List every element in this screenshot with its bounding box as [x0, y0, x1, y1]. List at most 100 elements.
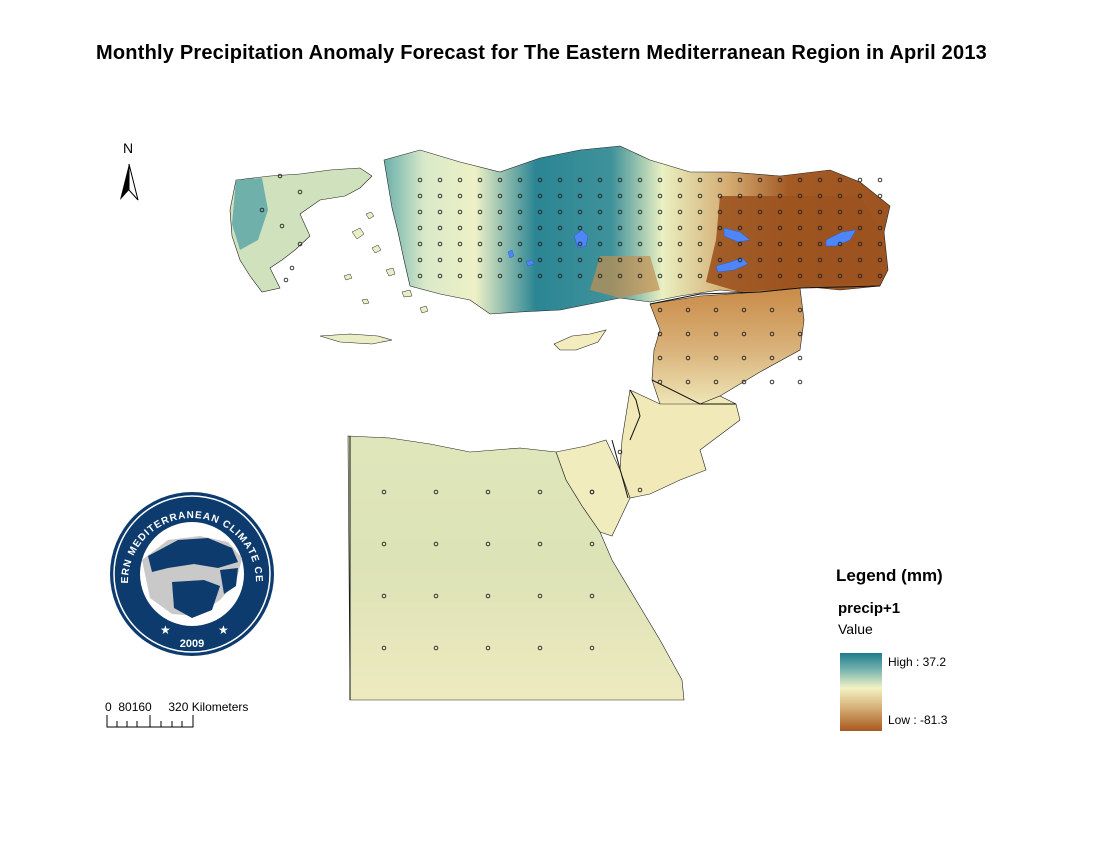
grid-point	[577, 193, 583, 199]
grid-point	[537, 257, 543, 263]
grid-point	[577, 225, 583, 231]
grid-point	[685, 355, 691, 361]
grid-point	[597, 225, 603, 231]
grid-point	[557, 241, 563, 247]
grid-point	[717, 273, 723, 279]
grid-point	[433, 489, 439, 495]
grid-point	[297, 241, 303, 247]
grid-point	[259, 207, 265, 213]
grid-point	[417, 225, 423, 231]
grid-point	[697, 209, 703, 215]
scale-ticks	[106, 715, 194, 728]
grid-point	[713, 307, 719, 313]
grid-point	[417, 257, 423, 263]
grid-point	[797, 241, 803, 247]
grid-point	[477, 241, 483, 247]
legend-low-label: Low : -81.3	[888, 713, 948, 727]
grid-point	[437, 241, 443, 247]
grid-point	[697, 257, 703, 263]
region-cyprus	[553, 329, 607, 351]
grid-point	[577, 257, 583, 263]
grid-point	[777, 177, 783, 183]
grid-point	[797, 307, 803, 313]
grid-point	[741, 379, 747, 385]
grid-point	[769, 331, 775, 337]
grid-point	[417, 241, 423, 247]
grid-point	[657, 273, 663, 279]
grid-point	[381, 593, 387, 599]
grid-point	[797, 225, 803, 231]
grid-point	[769, 379, 775, 385]
grid-point	[857, 177, 863, 183]
grid-point	[557, 193, 563, 199]
grid-point	[677, 257, 683, 263]
grid-point	[381, 645, 387, 651]
grid-point	[477, 225, 483, 231]
grid-point	[577, 273, 583, 279]
grid-point	[517, 241, 523, 247]
grid-point	[797, 177, 803, 183]
grid-point	[637, 487, 643, 493]
grid-point	[817, 257, 823, 263]
grid-point	[777, 273, 783, 279]
grid-point	[837, 209, 843, 215]
grid-point	[657, 307, 663, 313]
grid-point	[877, 241, 883, 247]
grid-point	[417, 177, 423, 183]
grid-point	[757, 209, 763, 215]
grid-point	[477, 257, 483, 263]
grid-point	[637, 209, 643, 215]
grid-point	[637, 225, 643, 231]
grid-point	[381, 541, 387, 547]
grid-point	[437, 257, 443, 263]
grid-point	[697, 225, 703, 231]
grid-point	[737, 241, 743, 247]
grid-point	[837, 257, 843, 263]
grid-point	[517, 209, 523, 215]
grid-point	[777, 257, 783, 263]
grid-point	[433, 541, 439, 547]
scale-label: 0 80160 320 Kilometers	[105, 700, 249, 714]
grid-point	[497, 257, 503, 263]
grid-point	[589, 645, 595, 651]
grid-point	[837, 273, 843, 279]
grid-point	[877, 209, 883, 215]
scale-bar: 0 80160 320 Kilometers	[105, 700, 249, 728]
grid-point	[877, 273, 883, 279]
grid-point	[417, 209, 423, 215]
grid-point	[797, 273, 803, 279]
grid-point	[497, 273, 503, 279]
grid-point	[837, 193, 843, 199]
grid-point	[537, 541, 543, 547]
grid-point	[617, 177, 623, 183]
grid-point	[877, 177, 883, 183]
grid-point	[713, 331, 719, 337]
grid-point	[537, 241, 543, 247]
grid-point	[517, 193, 523, 199]
grid-point	[589, 593, 595, 599]
grid-point	[769, 307, 775, 313]
grid-point	[777, 241, 783, 247]
grid-point	[485, 593, 491, 599]
grid-point	[817, 225, 823, 231]
grid-point	[617, 193, 623, 199]
grid-point	[877, 257, 883, 263]
grid-point	[577, 209, 583, 215]
grid-point	[657, 379, 663, 385]
region-syria	[649, 287, 805, 411]
grid-point	[537, 593, 543, 599]
svg-text:★: ★	[218, 623, 229, 637]
grid-point	[677, 225, 683, 231]
grid-point	[837, 177, 843, 183]
grid-point	[817, 193, 823, 199]
grid-point	[737, 273, 743, 279]
legend-title: Legend (mm)	[836, 566, 943, 585]
grid-point	[557, 225, 563, 231]
grid-point	[797, 379, 803, 385]
grid-point	[537, 193, 543, 199]
country-borders	[349, 285, 881, 700]
grid-point	[757, 193, 763, 199]
grid-point	[657, 225, 663, 231]
grid-point	[577, 241, 583, 247]
